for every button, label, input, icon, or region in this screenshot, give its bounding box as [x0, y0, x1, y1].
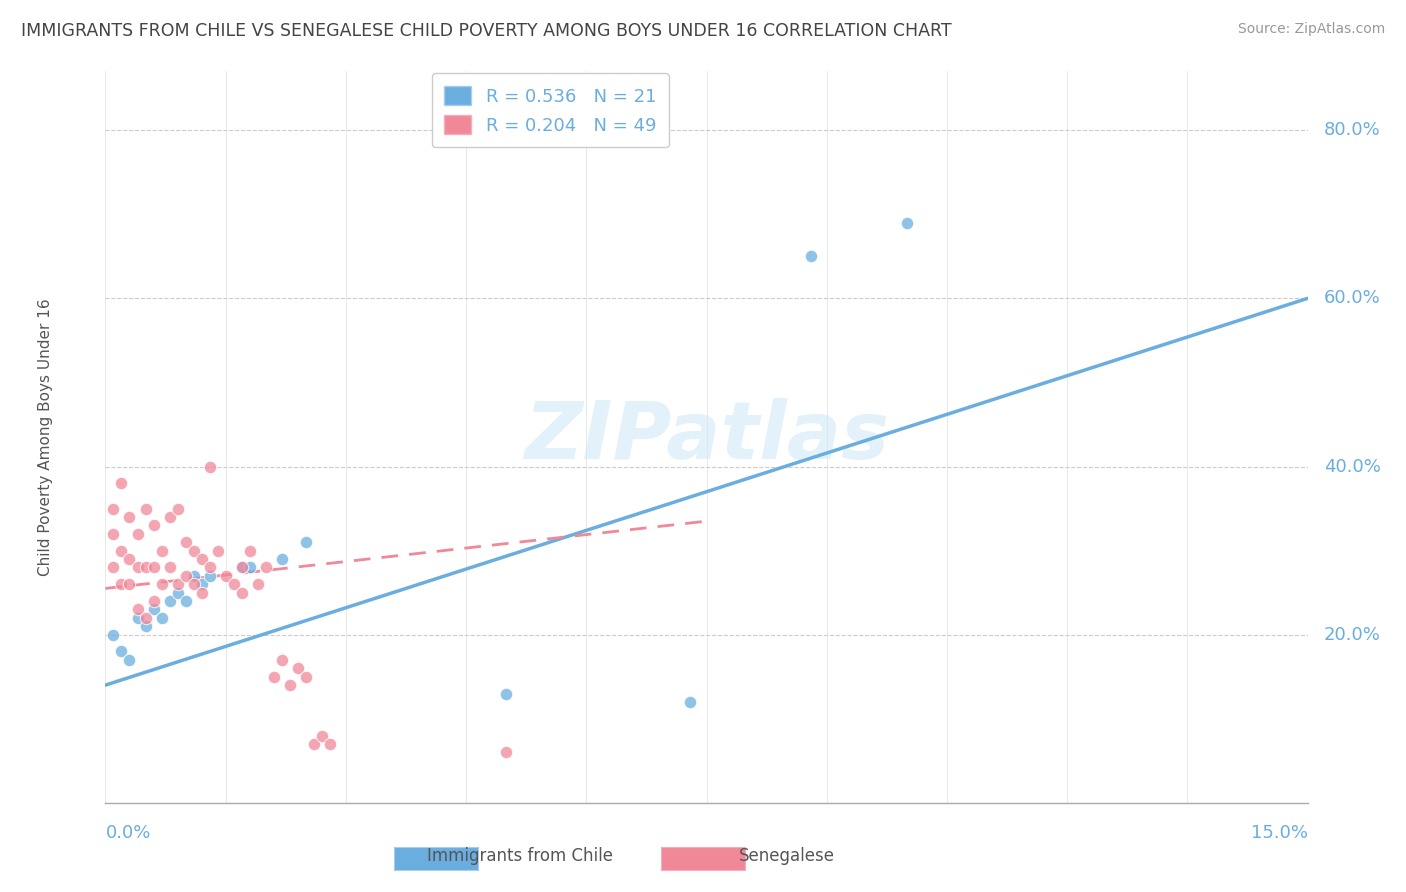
Point	[239, 560, 262, 574]
Text: ZIPatlas: ZIPatlas	[524, 398, 889, 476]
Point	[239, 543, 262, 558]
Point	[295, 535, 318, 549]
Point	[800, 249, 823, 263]
Point	[222, 577, 245, 591]
Point	[127, 560, 149, 574]
Point	[118, 577, 141, 591]
Point	[231, 560, 253, 574]
Point	[166, 501, 188, 516]
Point	[295, 670, 318, 684]
Point	[118, 510, 141, 524]
Point	[254, 560, 277, 574]
Point	[246, 577, 269, 591]
Point	[135, 560, 157, 574]
Point	[142, 560, 165, 574]
Point	[183, 577, 205, 591]
Point	[135, 619, 157, 633]
Text: 0.0%: 0.0%	[105, 824, 150, 842]
Text: Child Poverty Among Boys Under 16: Child Poverty Among Boys Under 16	[38, 298, 53, 576]
Point	[159, 510, 181, 524]
Point	[302, 737, 325, 751]
Point	[118, 552, 141, 566]
Point	[679, 695, 702, 709]
Text: 80.0%: 80.0%	[1323, 121, 1381, 139]
Point	[319, 737, 342, 751]
Point	[495, 745, 517, 759]
Point	[190, 577, 212, 591]
Point	[270, 552, 292, 566]
Point	[263, 670, 285, 684]
Point	[110, 476, 132, 491]
Point	[174, 569, 197, 583]
Point	[127, 526, 149, 541]
Point	[278, 678, 301, 692]
Point	[198, 569, 221, 583]
Point	[183, 569, 205, 583]
Point	[231, 560, 253, 574]
Point	[110, 577, 132, 591]
Point	[103, 501, 125, 516]
Point	[166, 577, 188, 591]
Text: Source: ZipAtlas.com: Source: ZipAtlas.com	[1237, 22, 1385, 37]
Point	[142, 602, 165, 616]
Point	[110, 644, 132, 658]
Text: 20.0%: 20.0%	[1323, 625, 1381, 644]
Point	[183, 543, 205, 558]
Point	[118, 653, 141, 667]
Legend: R = 0.536   N = 21, R = 0.204   N = 49: R = 0.536 N = 21, R = 0.204 N = 49	[432, 73, 669, 147]
Point	[231, 585, 253, 599]
Point	[135, 611, 157, 625]
Point	[103, 627, 125, 641]
Point	[142, 518, 165, 533]
Point	[270, 653, 292, 667]
Point	[150, 577, 173, 591]
Text: 40.0%: 40.0%	[1323, 458, 1381, 475]
Point	[174, 594, 197, 608]
Point	[159, 594, 181, 608]
Point	[311, 729, 333, 743]
Text: IMMIGRANTS FROM CHILE VS SENEGALESE CHILD POVERTY AMONG BOYS UNDER 16 CORRELATIO: IMMIGRANTS FROM CHILE VS SENEGALESE CHIL…	[21, 22, 952, 40]
Point	[127, 611, 149, 625]
Point	[135, 501, 157, 516]
Point	[495, 686, 517, 700]
Point	[190, 552, 212, 566]
Point	[150, 611, 173, 625]
Point	[159, 560, 181, 574]
Point	[896, 216, 918, 230]
Point	[214, 569, 236, 583]
Point	[110, 543, 132, 558]
Text: Senegalese: Senegalese	[740, 847, 835, 865]
Text: Immigrants from Chile: Immigrants from Chile	[427, 847, 613, 865]
Point	[150, 543, 173, 558]
Point	[166, 585, 188, 599]
Point	[103, 526, 125, 541]
Point	[142, 594, 165, 608]
Point	[127, 602, 149, 616]
Point	[198, 560, 221, 574]
Text: 60.0%: 60.0%	[1323, 289, 1381, 308]
Point	[207, 543, 229, 558]
Point	[174, 535, 197, 549]
Point	[198, 459, 221, 474]
Point	[190, 585, 212, 599]
Point	[287, 661, 309, 675]
Text: 15.0%: 15.0%	[1250, 824, 1308, 842]
Point	[103, 560, 125, 574]
